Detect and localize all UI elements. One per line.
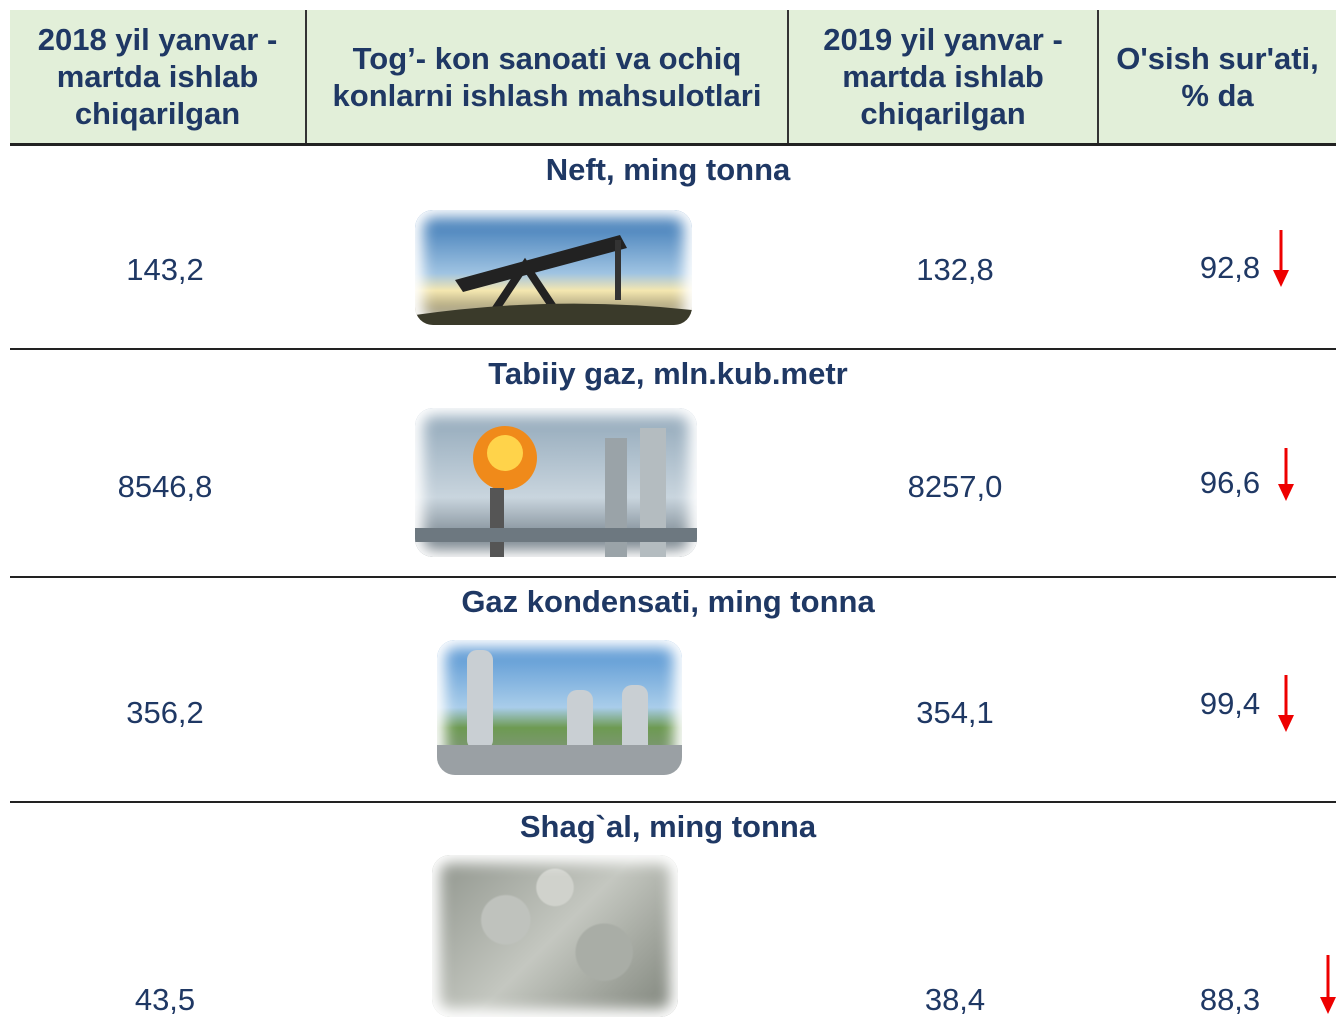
image-gas-flare <box>415 408 697 557</box>
page: 2018 yil yanvar - martda ishlab chiqaril… <box>0 0 1336 1017</box>
header-cell: 2018 yil yanvar - martda ishlab chiqaril… <box>10 10 305 143</box>
image-gravel <box>432 855 678 1017</box>
down-arrow <box>1277 675 1295 733</box>
row-title: Shag`al, ming tonna <box>0 809 1336 845</box>
down-arrow <box>1277 448 1295 502</box>
row-rule <box>10 576 1336 578</box>
gas-flare-drawing <box>415 408 697 557</box>
value-2019: 132,8 <box>916 252 994 288</box>
down-arrow <box>1320 955 1336 1017</box>
value-2018: 143,2 <box>126 252 204 288</box>
header-cell: Tog’- kon sanoati va ochiq konlarni ishl… <box>305 10 787 143</box>
gas-plant-drawing <box>437 640 682 775</box>
growth-value: 96,6 <box>1200 465 1260 501</box>
row-rule <box>10 801 1336 803</box>
header-cell: O'sish sur'ati, % da <box>1097 10 1336 143</box>
down-arrow <box>1272 230 1290 288</box>
growth-value: 88,3 <box>1200 982 1260 1017</box>
value-2018: 356,2 <box>126 695 204 731</box>
value-2019: 38,4 <box>925 982 985 1017</box>
row-title: Neft, ming tonna <box>0 152 1336 188</box>
growth-value: 92,8 <box>1200 250 1260 286</box>
value-2018: 8546,8 <box>118 469 213 505</box>
image-gas-plant <box>437 640 682 775</box>
oil-pump-drawing <box>415 210 692 325</box>
value-2019: 8257,0 <box>908 469 1003 505</box>
growth-value: 99,4 <box>1200 686 1260 722</box>
value-2019: 354,1 <box>916 695 994 731</box>
image-oil-pump <box>415 210 692 325</box>
header-cell: 2019 yil yanvar - martda ishlab chiqaril… <box>787 10 1097 143</box>
row-rule <box>10 348 1336 350</box>
row-title: Gaz kondensati, ming tonna <box>0 584 1336 620</box>
value-2018: 43,5 <box>135 982 195 1017</box>
row-title: Tabiiy gaz, mln.kub.metr <box>0 356 1336 392</box>
header-rule <box>10 143 1336 146</box>
